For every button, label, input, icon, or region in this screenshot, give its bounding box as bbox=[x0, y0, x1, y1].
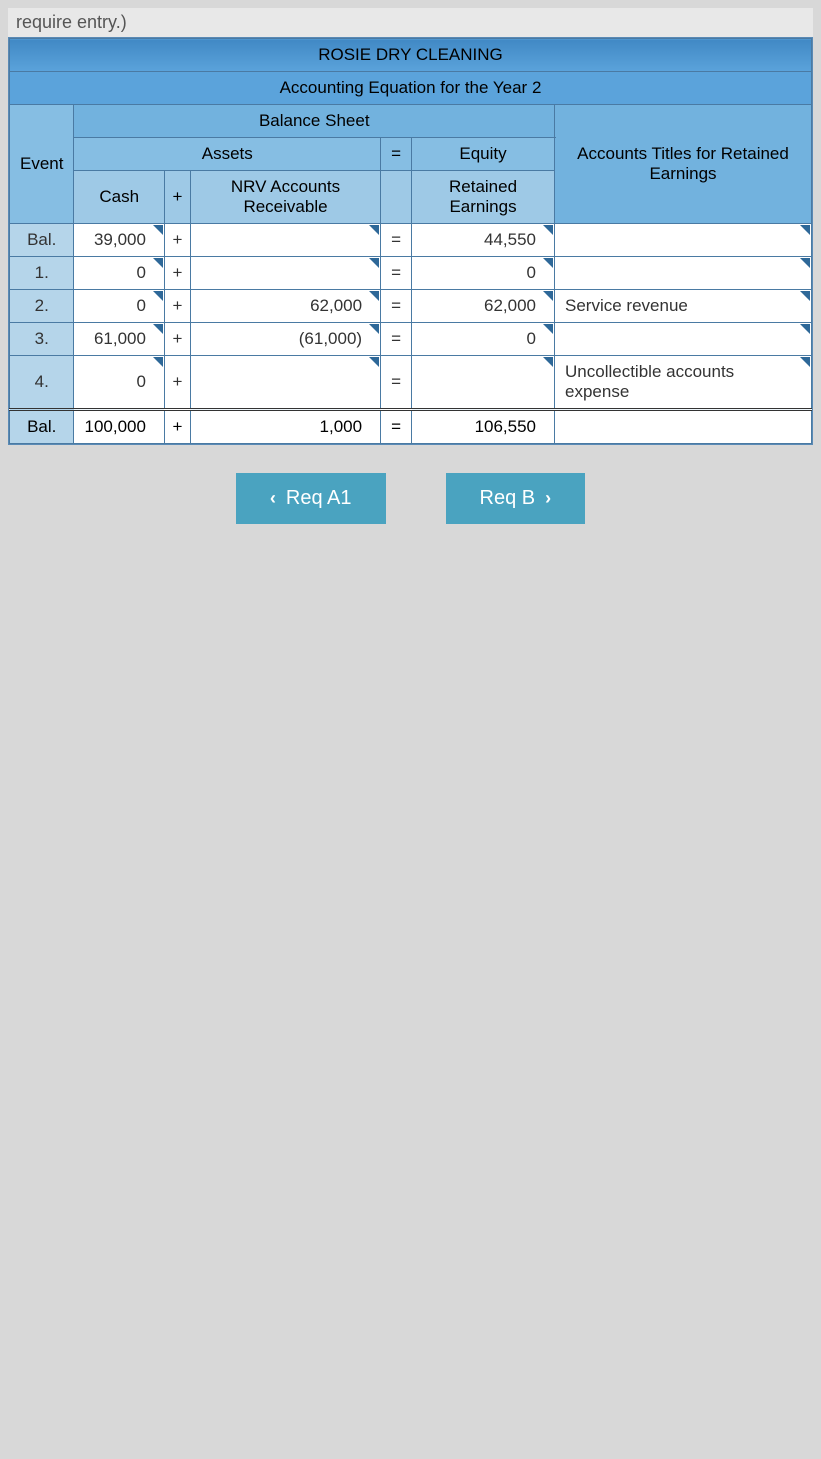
equity-header: Equity bbox=[412, 138, 555, 171]
chevron-right-icon: › bbox=[545, 488, 551, 509]
row-event: 1. bbox=[10, 257, 74, 290]
re-cell[interactable] bbox=[412, 356, 555, 410]
row-event: Bal. bbox=[10, 224, 74, 257]
op-cell: + bbox=[164, 257, 190, 290]
row-event: Bal. bbox=[10, 410, 74, 444]
re-total: 106,550 bbox=[412, 410, 555, 444]
row-event: 4. bbox=[10, 356, 74, 410]
eq-col bbox=[381, 171, 412, 224]
op-cell: + bbox=[164, 323, 190, 356]
eq-cell: = bbox=[381, 224, 412, 257]
context-text: require entry.) bbox=[8, 8, 813, 37]
acct-cell[interactable] bbox=[555, 323, 812, 356]
acct-cell[interactable] bbox=[555, 257, 812, 290]
re-cell[interactable]: 62,000 bbox=[412, 290, 555, 323]
cash-cell[interactable]: 0 bbox=[74, 257, 164, 290]
accounting-table: ROSIE DRY CLEANING Accounting Equation f… bbox=[8, 37, 813, 445]
acct-cell[interactable]: Service revenue bbox=[555, 290, 812, 323]
cash-cell[interactable]: 61,000 bbox=[74, 323, 164, 356]
nrv-cell[interactable]: 62,000 bbox=[190, 290, 380, 323]
op-cell: + bbox=[164, 224, 190, 257]
cash-cell[interactable]: 39,000 bbox=[74, 224, 164, 257]
table-title: ROSIE DRY CLEANING bbox=[10, 39, 812, 72]
next-button[interactable]: Req B › bbox=[446, 473, 586, 524]
prev-button[interactable]: ‹ Req A1 bbox=[236, 473, 386, 524]
cash-cell[interactable]: 0 bbox=[74, 356, 164, 410]
nrv-cell[interactable] bbox=[190, 356, 380, 410]
op-cell: + bbox=[164, 356, 190, 410]
cash-header: Cash bbox=[74, 171, 164, 224]
nrv-total: 1,000 bbox=[190, 410, 380, 444]
nrv-header: NRV Accounts Receivable bbox=[190, 171, 380, 224]
nrv-cell[interactable]: (61,000) bbox=[190, 323, 380, 356]
nrv-cell[interactable] bbox=[190, 257, 380, 290]
re-cell[interactable]: 44,550 bbox=[412, 224, 555, 257]
table-subtitle: Accounting Equation for the Year 2 bbox=[10, 72, 812, 105]
event-header: Event bbox=[10, 105, 74, 224]
next-label: Req B bbox=[480, 487, 536, 510]
eq-cell: = bbox=[381, 410, 412, 444]
eq-cell: = bbox=[381, 290, 412, 323]
prev-label: Req A1 bbox=[286, 487, 352, 510]
plus-header: + bbox=[164, 171, 190, 224]
chevron-left-icon: ‹ bbox=[270, 488, 276, 509]
acct-cell[interactable] bbox=[555, 224, 812, 257]
eq-cell: = bbox=[381, 323, 412, 356]
re-cell[interactable]: 0 bbox=[412, 323, 555, 356]
re-cell[interactable]: 0 bbox=[412, 257, 555, 290]
nav-buttons: ‹ Req A1 Req B › bbox=[8, 473, 813, 524]
accounts-titles-header: Accounts Titles for Retained Earnings bbox=[555, 105, 812, 224]
balance-sheet-header: Balance Sheet bbox=[74, 105, 555, 138]
cash-total: 100,000 bbox=[74, 410, 164, 444]
equals-header: = bbox=[381, 138, 412, 171]
op-cell: + bbox=[164, 410, 190, 444]
eq-cell: = bbox=[381, 257, 412, 290]
acct-cell[interactable]: Uncollectible accounts expense bbox=[555, 356, 812, 410]
cash-cell[interactable]: 0 bbox=[74, 290, 164, 323]
assets-header: Assets bbox=[74, 138, 381, 171]
row-event: 3. bbox=[10, 323, 74, 356]
retained-header: Retained Earnings bbox=[412, 171, 555, 224]
acct-cell bbox=[555, 410, 812, 444]
eq-cell: = bbox=[381, 356, 412, 410]
op-cell: + bbox=[164, 290, 190, 323]
nrv-cell[interactable] bbox=[190, 224, 380, 257]
row-event: 2. bbox=[10, 290, 74, 323]
